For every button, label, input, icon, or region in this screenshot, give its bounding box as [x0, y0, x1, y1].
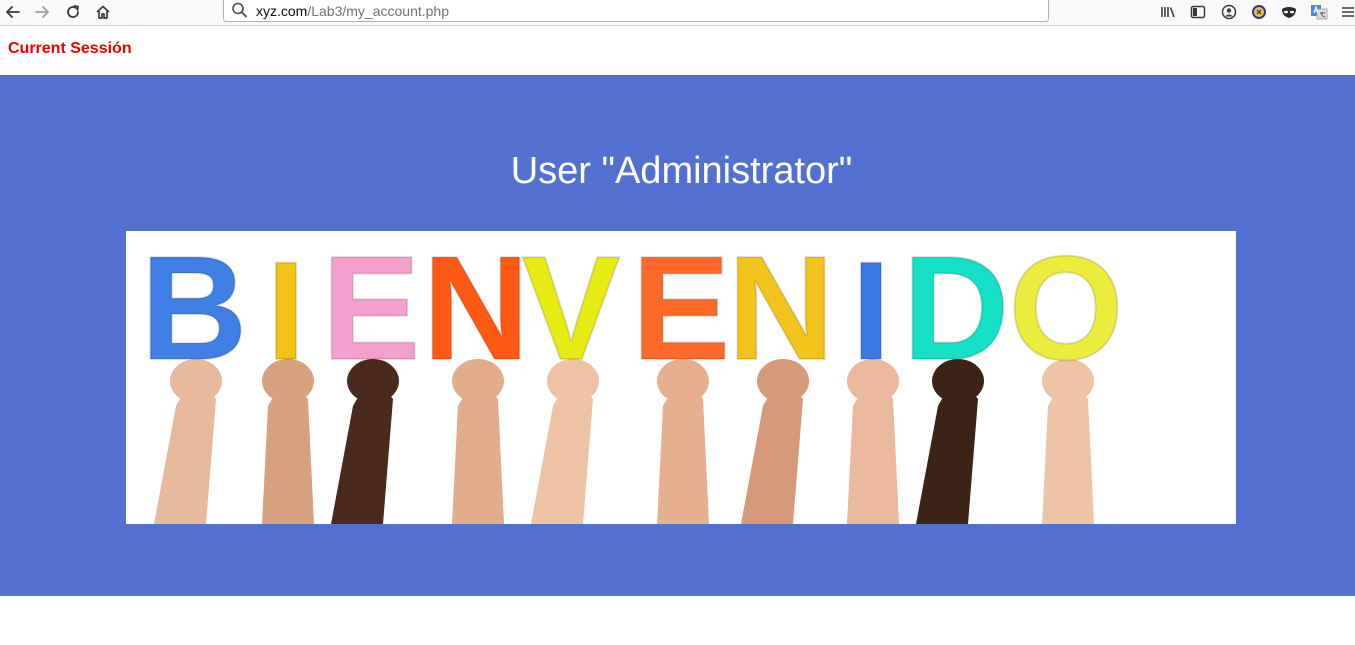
library-button[interactable] [1158, 2, 1178, 22]
reload-icon [67, 5, 79, 18]
letter-4: N [423, 231, 530, 391]
hand-8 [847, 359, 899, 403]
hand-5 [547, 359, 599, 403]
letter-6: E [632, 231, 731, 391]
letter-10: O [1008, 231, 1123, 391]
url-bar[interactable]: xyz.com/Lab3/my_account.php [223, 0, 1049, 22]
arm-2 [262, 386, 314, 524]
hand-9 [932, 359, 984, 403]
hand-7 [757, 359, 809, 403]
arm-4 [452, 386, 504, 524]
current-session-link[interactable]: Current Sessión [8, 40, 132, 57]
translate-icon [1311, 5, 1328, 20]
menu-button[interactable] [1338, 2, 1355, 22]
bienvenido-illustration: B I E NV EN I DO [140, 231, 1125, 524]
hand-1 [170, 359, 222, 403]
account-button[interactable] [1219, 2, 1239, 22]
arrow-right-icon [35, 6, 49, 18]
arrow-left-icon [6, 6, 20, 18]
arm-10 [1042, 386, 1094, 524]
hand-3 [347, 359, 399, 403]
home-button[interactable] [92, 2, 114, 22]
url-text[interactable]: xyz.com/Lab3/my_account.php [256, 2, 449, 20]
hand-2 [262, 359, 314, 403]
letters-group: B I E NV EN I DO [140, 231, 1125, 392]
translate-button[interactable] [1309, 2, 1329, 22]
library-icon [1161, 7, 1175, 18]
extension-button[interactable] [1249, 2, 1269, 22]
letter-8: I [852, 232, 891, 389]
arm-5 [531, 386, 593, 524]
url-path: /Lab3/my_account.php [307, 3, 449, 19]
account-icon [1221, 4, 1237, 20]
page-title: User "Administrator" [510, 150, 853, 192]
url-host: xyz.com [256, 3, 308, 19]
back-button[interactable] [2, 2, 24, 22]
arm-8 [847, 386, 899, 524]
sidebar-button[interactable] [1188, 2, 1208, 22]
extension-icon [1252, 5, 1266, 19]
home-icon [96, 5, 110, 19]
arm-3 [331, 386, 393, 524]
arm-6 [657, 386, 709, 524]
arm-7 [741, 386, 803, 524]
arm-9 [916, 386, 978, 524]
letter-2: I [267, 232, 306, 389]
browser-toolbar: xyz.com/Lab3/my_account.php [0, 0, 1355, 26]
mask-icon [1282, 7, 1296, 18]
letter-9: D [903, 231, 1010, 391]
forward-button[interactable] [31, 2, 53, 22]
sidebar-icon [1190, 5, 1206, 19]
arms-group [154, 359, 1094, 524]
letter-5: V [522, 231, 621, 391]
hand-6 [657, 359, 709, 403]
hand-4 [452, 359, 504, 403]
arm-1 [154, 386, 216, 524]
search-icon [232, 2, 247, 18]
letter-3: E [322, 231, 421, 391]
hand-10 [1042, 359, 1094, 403]
hamburger-menu-icon [1342, 7, 1354, 17]
letter-1: B [141, 231, 248, 391]
reload-button[interactable] [62, 2, 84, 22]
mask-extension-button[interactable] [1279, 2, 1299, 22]
letter-7: N [728, 231, 835, 391]
